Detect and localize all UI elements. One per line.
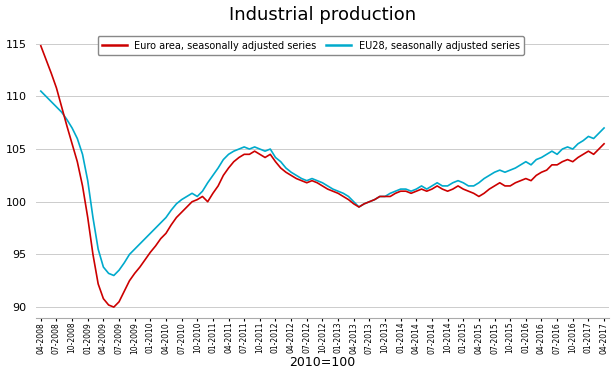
EU28, seasonally adjusted series [199, 189, 206, 194]
Euro area, seasonally adjusted series [345, 197, 352, 202]
Euro area, seasonally adjusted series [37, 44, 44, 48]
Line: EU28, seasonally adjusted series: EU28, seasonally adjusted series [41, 91, 604, 276]
X-axis label: 2010=100: 2010=100 [289, 357, 355, 369]
EU28, seasonally adjusted series [600, 126, 608, 130]
Legend: Euro area, seasonally adjusted series, EU28, seasonally adjusted series: Euro area, seasonally adjusted series, E… [98, 36, 525, 56]
Euro area, seasonally adjusted series [79, 184, 86, 188]
Euro area, seasonally adjusted series [199, 194, 206, 199]
EU28, seasonally adjusted series [413, 187, 420, 191]
EU28, seasonally adjusted series [230, 149, 237, 153]
EU28, seasonally adjusted series [110, 273, 117, 278]
Euro area, seasonally adjusted series [110, 305, 117, 309]
Euro area, seasonally adjusted series [600, 141, 608, 146]
EU28, seasonally adjusted series [345, 194, 352, 199]
EU28, seasonally adjusted series [37, 89, 44, 93]
Euro area, seasonally adjusted series [413, 189, 420, 194]
Title: Industrial production: Industrial production [229, 6, 416, 24]
Euro area, seasonally adjusted series [230, 159, 237, 164]
EU28, seasonally adjusted series [79, 152, 86, 157]
EU28, seasonally adjusted series [350, 200, 357, 204]
Line: Euro area, seasonally adjusted series: Euro area, seasonally adjusted series [41, 46, 604, 307]
Euro area, seasonally adjusted series [350, 202, 357, 206]
